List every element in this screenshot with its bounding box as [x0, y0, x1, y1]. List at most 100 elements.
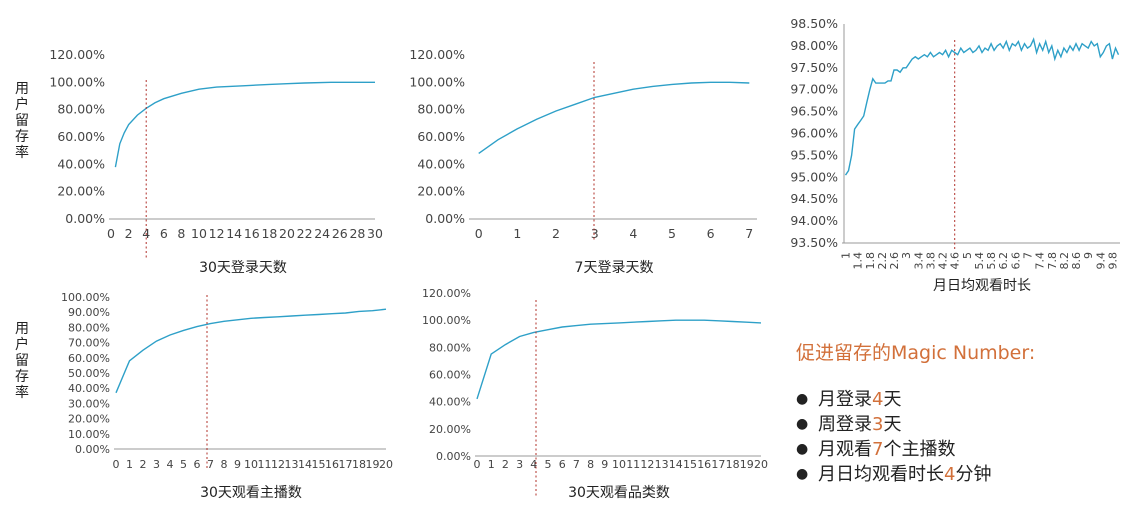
- x-tick-label: 18: [352, 458, 366, 471]
- x-tick-label: 8: [221, 458, 228, 471]
- y-tick-label: 60.00%: [68, 352, 110, 365]
- x-axis-title: 30天登录天数: [199, 260, 287, 276]
- magic-item-streamers: 月观看7个主播数: [796, 437, 1136, 462]
- x-tick-label: 0: [474, 458, 481, 471]
- y-tick-label: 30.00%: [68, 397, 110, 410]
- x-tick-label: 3: [591, 226, 599, 241]
- x-tick-label: 8.2: [1058, 252, 1071, 270]
- x-tick-label: 4: [530, 458, 537, 471]
- series-line: [115, 308, 387, 394]
- y-tick-label: 0.00%: [65, 211, 105, 226]
- y-tick-label: 100.00%: [422, 314, 471, 327]
- magic-number-title: 促进留存的Magic Number:: [796, 342, 1036, 364]
- y-tick-label: 40.00%: [417, 156, 465, 171]
- x-tick-label: 5.4: [973, 252, 986, 270]
- x-tick-label: 9: [234, 458, 241, 471]
- y-tick-label: 20.00%: [417, 184, 465, 199]
- x-tick-label: 1: [840, 252, 853, 259]
- x-tick-label: 20: [379, 458, 393, 471]
- x-tick-label: 30: [367, 226, 383, 241]
- x-axis-title: 月日均观看时长: [933, 278, 1031, 294]
- x-tick-label: 11: [626, 458, 640, 471]
- series-line: [844, 37, 1120, 176]
- y-tick-label: 60.00%: [417, 129, 465, 144]
- x-tick-label: 6: [194, 458, 201, 471]
- x-tick-label: 14: [298, 458, 312, 471]
- x-tick-label: 7: [745, 226, 753, 241]
- x-tick-label: 0: [113, 458, 120, 471]
- y-tick-label: 120.00%: [49, 47, 105, 62]
- x-tick-label: 9: [1082, 252, 1095, 259]
- x-tick-label: 10: [191, 226, 207, 241]
- y-tick-label: 95.00%: [790, 169, 838, 184]
- x-tick-label: 7.4: [1034, 252, 1047, 270]
- chart-30day-login: 0.00% 20.00% 40.00% 60.00% 80.00% 100.00% 120.…: [15, 47, 383, 276]
- x-tick-label: 12: [209, 226, 225, 241]
- y-tick-label: 100.00%: [49, 74, 105, 89]
- y-tick-label: 0.00%: [75, 443, 110, 456]
- y-tick-label: 80.00%: [417, 102, 465, 117]
- x-tick-label: 9.4: [1094, 252, 1107, 270]
- x-tick-label: 17: [339, 458, 353, 471]
- x-tick-label: 13: [285, 458, 299, 471]
- y-tick-label: 80.00%: [57, 102, 105, 117]
- x-tick-label: 7: [207, 458, 214, 471]
- x-tick-label: 4: [167, 458, 174, 471]
- x-tick-label: 26: [332, 226, 348, 241]
- x-tick-label: 13: [655, 458, 669, 471]
- y-tick-label: 80.00%: [429, 341, 471, 354]
- y-tick-label: 60.00%: [57, 129, 105, 144]
- x-tick-label: 22: [297, 226, 313, 241]
- x-tick-label: 2: [125, 226, 133, 241]
- magic-number-list: 月登录4天 周登录3天 月观看7个主播数 月日均观看时长4分钟: [796, 387, 1136, 487]
- x-tick-label: 7: [573, 458, 580, 471]
- x-tick-label: 2: [140, 458, 147, 471]
- magic-item-watch-time: 月日均观看时长4分钟: [796, 462, 1136, 487]
- x-tick-label: 3.4: [912, 252, 925, 270]
- x-tick-label: 10: [244, 458, 258, 471]
- y-tick-label: 20.00%: [68, 413, 110, 426]
- y-tick-label: 70.00%: [68, 337, 110, 350]
- x-tick-label: 7: [1021, 252, 1034, 259]
- series-line: [478, 81, 750, 154]
- x-tick-label: 2: [502, 458, 509, 471]
- x-tick-label: 16: [244, 226, 260, 241]
- x-tick-label: 6.6: [1009, 252, 1022, 270]
- chart-30day-categories: 0.00% 20.00% 40.00% 60.00% 80.00% 100.00% 120.…: [422, 287, 768, 501]
- x-tick-label: 6.2: [997, 252, 1010, 270]
- x-tick-label: 8: [177, 226, 185, 241]
- y-axis-title: 用户留存率: [15, 321, 29, 401]
- x-tick-label: 2: [552, 226, 560, 241]
- y-tick-label: 95.50%: [790, 147, 838, 162]
- x-tick-label: 12: [640, 458, 654, 471]
- x-tick-label: 6: [707, 226, 715, 241]
- x-tick-label: 16: [697, 458, 711, 471]
- y-tick-label: 94.00%: [790, 213, 838, 228]
- y-tick-label: 98.50%: [790, 16, 838, 31]
- x-tick-label: 8.6: [1070, 252, 1083, 270]
- x-tick-label: 9: [601, 458, 608, 471]
- y-tick-label: 10.00%: [68, 428, 110, 441]
- x-tick-label: 1.8: [864, 252, 877, 270]
- x-tick-label: 1: [126, 458, 133, 471]
- x-axis-title: 7天登录天数: [575, 260, 654, 276]
- x-tick-label: 2.6: [888, 252, 901, 270]
- x-tick-label: 24: [314, 226, 330, 241]
- x-tick-label: 17: [711, 458, 725, 471]
- y-tick-label: 40.00%: [429, 396, 471, 409]
- x-tick-label: 5: [545, 458, 552, 471]
- y-tick-label: 90.00%: [68, 306, 110, 319]
- y-tick-label: 96.00%: [790, 126, 838, 141]
- x-tick-label: 19: [366, 458, 380, 471]
- x-tick-label: 1: [488, 458, 495, 471]
- y-axis-title: 用户留存率: [15, 81, 29, 161]
- y-tick-label: 96.50%: [790, 104, 838, 119]
- x-tick-label: 0: [475, 226, 483, 241]
- y-tick-label: 98.00%: [790, 38, 838, 53]
- x-tick-label: 12: [271, 458, 285, 471]
- chart-7day-login: 0.00% 20.00% 40.00% 60.00% 80.00% 100.00% 120.…: [409, 47, 757, 276]
- x-tick-label: 1.4: [852, 252, 865, 270]
- x-tick-label: 0: [107, 226, 115, 241]
- y-tick-label: 97.00%: [790, 82, 838, 97]
- x-tick-label: 16: [325, 458, 339, 471]
